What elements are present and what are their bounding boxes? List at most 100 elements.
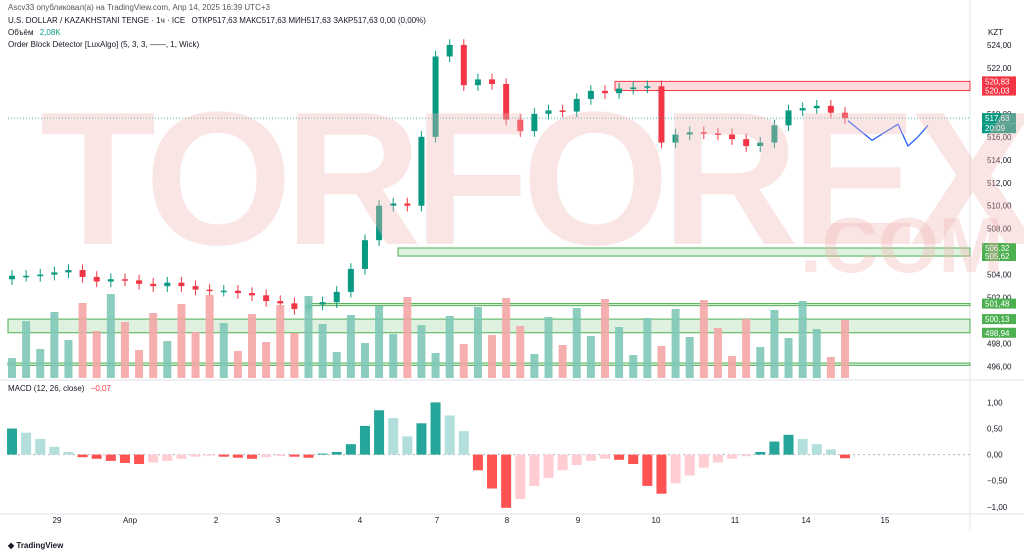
volume-bar xyxy=(135,350,144,378)
volume-bar xyxy=(558,345,567,378)
volume-legend[interactable]: Объём 2,08K xyxy=(8,28,61,37)
macd-bar xyxy=(458,431,469,455)
macd-bar xyxy=(134,454,145,464)
macd-bar xyxy=(487,454,498,489)
candle-body xyxy=(743,139,750,147)
price-label-bg xyxy=(982,113,1016,124)
macd-bar xyxy=(247,454,258,459)
candle-body xyxy=(658,86,665,143)
candle-body xyxy=(771,125,778,143)
volume-bar xyxy=(78,303,87,378)
candle-body xyxy=(799,108,806,111)
candle-body xyxy=(277,301,284,304)
tv-icon: ◆ xyxy=(8,541,17,550)
candle-body xyxy=(587,90,594,99)
volume-bar xyxy=(713,328,722,378)
volume-bar xyxy=(572,308,581,378)
indicator-legend[interactable]: Order Block Detector [LuxAlgo] (5, 3, 3,… xyxy=(8,40,200,49)
candle-body xyxy=(136,280,143,284)
price-label: 498,94 xyxy=(985,329,1010,338)
candle-body xyxy=(460,44,467,86)
price-label: 501,48 xyxy=(985,300,1010,309)
price-tick: 510,00 xyxy=(987,202,1012,211)
macd-bar xyxy=(698,454,709,468)
volume-bar xyxy=(600,299,609,378)
symbol-line[interactable]: U.S. DOLLAR / KAZAKHSTANI TENGE · 1ч · I… xyxy=(8,16,426,25)
candle-body xyxy=(347,268,354,292)
volume-bar xyxy=(332,352,341,378)
candle-body xyxy=(206,289,213,292)
volume-bar xyxy=(290,333,299,378)
macd-tick: 0,50 xyxy=(987,425,1003,434)
price-tick: 514,00 xyxy=(987,156,1012,165)
candle-body xyxy=(446,44,453,57)
volume-bar xyxy=(841,320,849,378)
price-label-bg xyxy=(982,251,1016,262)
volume-bar xyxy=(488,335,497,378)
volume-bar xyxy=(699,300,708,378)
macd-value: −0,07 xyxy=(90,384,111,393)
candle-body xyxy=(23,275,30,278)
price-label-bg xyxy=(982,85,1016,96)
volume-bar xyxy=(784,338,793,378)
price-label: 506,32 xyxy=(985,244,1010,253)
time-tick: 14 xyxy=(802,516,811,525)
candle-body xyxy=(107,279,114,282)
price-tick: 512,00 xyxy=(987,179,1012,188)
candle-body xyxy=(376,205,383,241)
volume-bar xyxy=(473,307,482,378)
candle-body xyxy=(601,90,608,94)
candle-body xyxy=(390,203,397,206)
candle-body xyxy=(630,87,637,89)
macd-bar xyxy=(176,454,187,459)
candle-body xyxy=(79,270,86,277)
currency-label[interactable]: KZT xyxy=(988,28,1004,37)
macd-bar xyxy=(402,436,413,455)
macd-bar xyxy=(585,454,596,461)
macd-bar xyxy=(430,402,441,455)
volume-bar xyxy=(304,296,313,378)
volume-bar xyxy=(629,355,638,378)
macd-bar xyxy=(741,454,752,457)
time-tick: 7 xyxy=(435,516,440,525)
time-tick: 4 xyxy=(358,516,363,525)
volume-bar xyxy=(586,336,595,378)
time-tick: 8 xyxy=(505,516,510,525)
macd-bar xyxy=(656,454,667,494)
volume-bar xyxy=(375,306,384,378)
volume-bar xyxy=(431,353,440,378)
candle-body xyxy=(616,88,623,94)
macd-bar xyxy=(388,418,399,455)
candle-body xyxy=(361,240,368,269)
candle-body xyxy=(249,293,256,296)
macd-bar xyxy=(727,454,738,459)
volume-bar xyxy=(318,324,327,378)
macd-tick: 1,00 xyxy=(987,398,1003,407)
macd-bar xyxy=(684,454,695,476)
macd-bar xyxy=(571,454,582,466)
volume-bar xyxy=(149,313,158,378)
volume-bar xyxy=(233,351,242,378)
candle-body xyxy=(489,79,496,85)
macd-legend[interactable]: MACD (12, 26, close) −0,07 xyxy=(8,384,111,393)
candle-body xyxy=(432,56,439,137)
volume-bar xyxy=(530,354,539,378)
time-tick: 11 xyxy=(731,516,740,525)
macd-tick: −1,00 xyxy=(987,503,1008,512)
candle-body xyxy=(178,282,185,287)
volume-bar xyxy=(516,326,525,378)
price-label: 520,83 xyxy=(985,77,1010,86)
candle-body xyxy=(827,105,834,113)
forecast-path xyxy=(847,120,929,148)
macd-bar xyxy=(275,454,286,457)
volume-bar xyxy=(643,318,652,378)
macd-bar xyxy=(501,454,512,508)
candle-body xyxy=(559,110,566,112)
macd-label: MACD (12, 26, close) xyxy=(8,384,85,393)
price-label-bg xyxy=(982,327,1016,338)
volume-bar xyxy=(64,340,73,378)
candle-body xyxy=(291,303,298,310)
candle-body xyxy=(220,290,227,293)
tradingview-logo[interactable]: ◆ TradingView xyxy=(8,541,63,550)
